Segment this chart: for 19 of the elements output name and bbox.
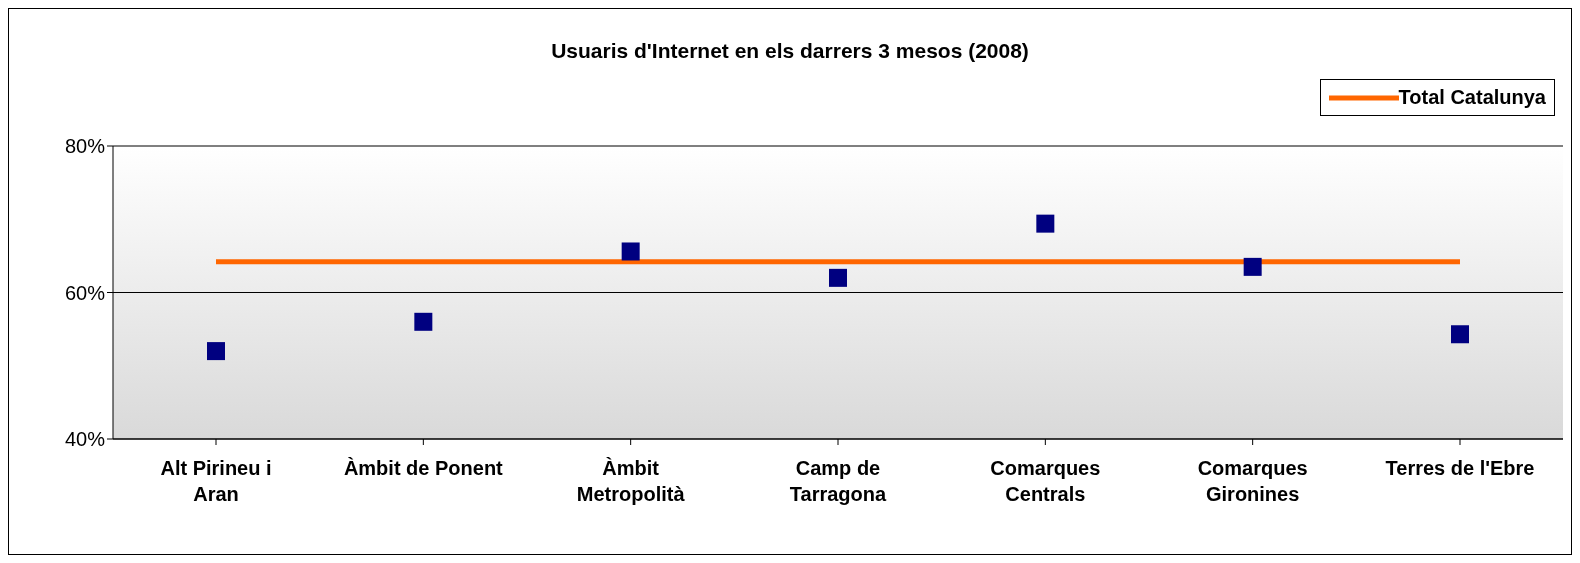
point	[414, 312, 433, 331]
x-tick-label: Àmbit de Ponent	[343, 457, 504, 479]
x-tick-label: Comarques Centrals	[990, 457, 1101, 505]
y-tick-label: 60%	[64, 281, 106, 304]
x-tick-label: Terres de l'Ebre	[1385, 457, 1535, 479]
x-tick-label: Àmbit Metropolità	[576, 457, 686, 505]
chart-title: Usuaris d'Internet en els darrers 3 mesos (2008)	[550, 39, 1030, 63]
x-tick-label: Alt Pirineu i Aran	[160, 457, 272, 505]
point	[1451, 325, 1469, 344]
x-tick-label: Camp de Tarragona	[789, 457, 888, 505]
point	[1036, 214, 1055, 233]
point	[207, 342, 225, 361]
y-tick-label: 40%	[64, 428, 106, 451]
legend-label: Total Catalunya	[1398, 86, 1546, 109]
point	[829, 268, 847, 287]
point	[1243, 257, 1262, 276]
y-tick-label: 80%	[64, 135, 106, 158]
x-tick-label: Comarques Gironines	[1197, 457, 1308, 505]
point	[621, 242, 640, 261]
